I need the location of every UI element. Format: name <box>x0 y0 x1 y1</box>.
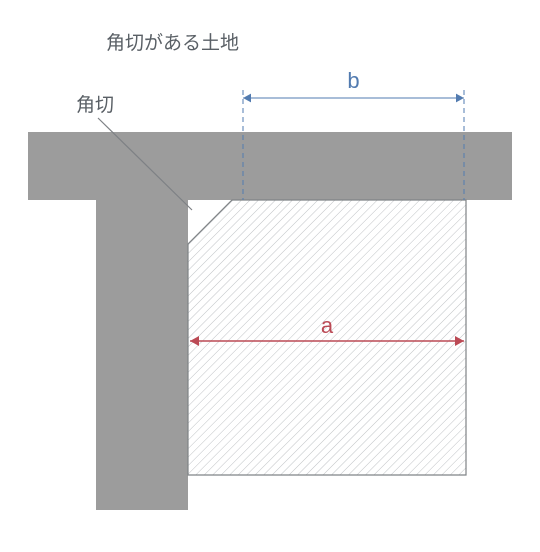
diagram-stage: 角切がある土地 角切 b a <box>0 0 540 552</box>
corner-cut-callout-label: 角切 <box>76 90 114 117</box>
diagram-title: 角切がある土地 <box>106 28 239 55</box>
dimension-a-label: a <box>321 313 333 339</box>
dimension-b-label: b <box>347 68 359 94</box>
